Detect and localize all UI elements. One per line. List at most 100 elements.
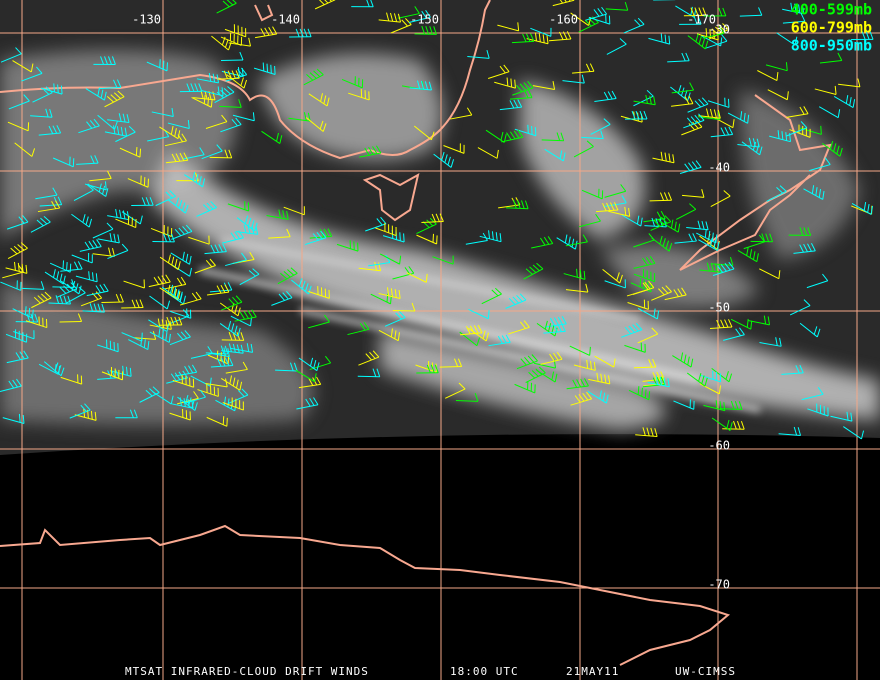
barb-feather xyxy=(544,320,548,330)
barb-feather xyxy=(323,228,329,237)
wind-barb xyxy=(759,337,782,347)
barb-feather xyxy=(530,33,535,42)
barb-shaft xyxy=(308,93,328,107)
barb-feather xyxy=(266,63,269,73)
barb-shaft xyxy=(115,218,136,229)
barb-feather xyxy=(313,70,321,77)
barb-shaft xyxy=(789,305,811,316)
grid-labels: -130 -140 -150 -160 -170-30-40-50-60-70 xyxy=(132,13,730,592)
barb-feather xyxy=(227,320,232,330)
barb-feather xyxy=(639,110,644,120)
barb-feather xyxy=(161,275,167,284)
barb-shaft xyxy=(79,246,102,252)
barb-feather xyxy=(600,373,603,383)
wind-barb xyxy=(128,337,150,351)
wind-barb xyxy=(687,97,709,113)
barb-shaft xyxy=(215,399,236,412)
barb-feather xyxy=(188,365,194,374)
barb-shaft xyxy=(97,377,120,380)
barb-feather xyxy=(49,108,53,118)
barb-feather xyxy=(665,285,672,293)
barb-feather xyxy=(264,27,270,36)
wind-barb xyxy=(562,74,585,84)
barb-feather xyxy=(184,365,190,374)
barb-feather xyxy=(107,56,112,65)
barb-feather xyxy=(517,99,523,108)
barb-shaft xyxy=(432,256,454,265)
barb-feather xyxy=(695,160,702,168)
barb-shaft xyxy=(295,369,315,383)
barb-feather xyxy=(324,0,329,4)
barb-shaft xyxy=(526,38,549,45)
wind-barb xyxy=(166,370,189,384)
barb-shaft xyxy=(686,372,706,387)
barb-shaft xyxy=(719,408,743,410)
wind-barb xyxy=(149,295,171,310)
wind-barb xyxy=(234,309,257,322)
barb-feather xyxy=(26,313,31,322)
barb-feather xyxy=(191,292,198,301)
barb-feather xyxy=(661,286,669,294)
barb-shaft xyxy=(477,147,498,159)
barb-feather xyxy=(869,31,874,40)
barb-feather xyxy=(488,230,491,239)
barb-feather xyxy=(482,330,486,339)
barb-feather xyxy=(694,114,701,123)
barb-feather xyxy=(718,7,723,17)
barb-feather xyxy=(846,411,849,421)
barb-feather xyxy=(807,227,812,236)
wind-barb xyxy=(703,7,727,17)
barb-feather xyxy=(40,281,45,290)
barb-feather xyxy=(725,371,729,380)
barb-shaft xyxy=(296,404,319,410)
barb-shaft xyxy=(674,240,697,244)
barb-shaft xyxy=(803,188,823,200)
barb-feather xyxy=(525,268,533,275)
barb-feather xyxy=(55,200,61,209)
wind-barb xyxy=(683,113,705,129)
barb-feather xyxy=(425,273,428,283)
barb-feather xyxy=(237,67,240,76)
barb-feather xyxy=(857,78,861,87)
barb-feather xyxy=(521,200,525,209)
barb-feather xyxy=(203,95,206,104)
wind-barb xyxy=(221,51,244,61)
wind-barb xyxy=(74,408,97,421)
barb-shaft xyxy=(606,43,627,55)
wind-barb xyxy=(378,328,400,342)
barb-feather xyxy=(13,245,21,253)
wind-barb xyxy=(397,6,420,19)
barb-feather xyxy=(646,427,650,436)
barb-feather xyxy=(181,133,187,142)
wind-barb xyxy=(92,247,115,257)
wind-barb xyxy=(652,151,675,164)
barb-feather xyxy=(719,401,722,410)
barb-feather xyxy=(12,379,18,388)
barb-feather xyxy=(524,89,529,99)
barb-feather xyxy=(586,359,589,369)
barb-feather xyxy=(143,339,146,348)
barb-shaft xyxy=(516,360,538,370)
barb-feather xyxy=(803,299,811,306)
barb-feather xyxy=(514,79,516,89)
wind-barb xyxy=(416,364,439,374)
barb-shaft xyxy=(341,79,363,89)
barb-feather xyxy=(720,319,725,328)
wind-barb xyxy=(702,25,725,39)
barb-shaft xyxy=(769,135,791,143)
barb-feather xyxy=(116,126,120,135)
barb-feather xyxy=(195,173,199,183)
wind-barb xyxy=(209,149,233,159)
barb-feather xyxy=(115,294,120,303)
barb-feather xyxy=(92,272,94,281)
wind-barb xyxy=(488,64,510,79)
barb-feather xyxy=(608,375,611,384)
wind-barb xyxy=(540,351,563,365)
barb-feather xyxy=(376,218,383,226)
barb-shaft xyxy=(119,147,141,158)
barb-feather xyxy=(733,420,737,430)
barb-feather xyxy=(210,244,216,253)
barb-feather xyxy=(491,231,494,240)
wind-barb xyxy=(75,271,98,283)
wind-barb xyxy=(15,313,39,323)
